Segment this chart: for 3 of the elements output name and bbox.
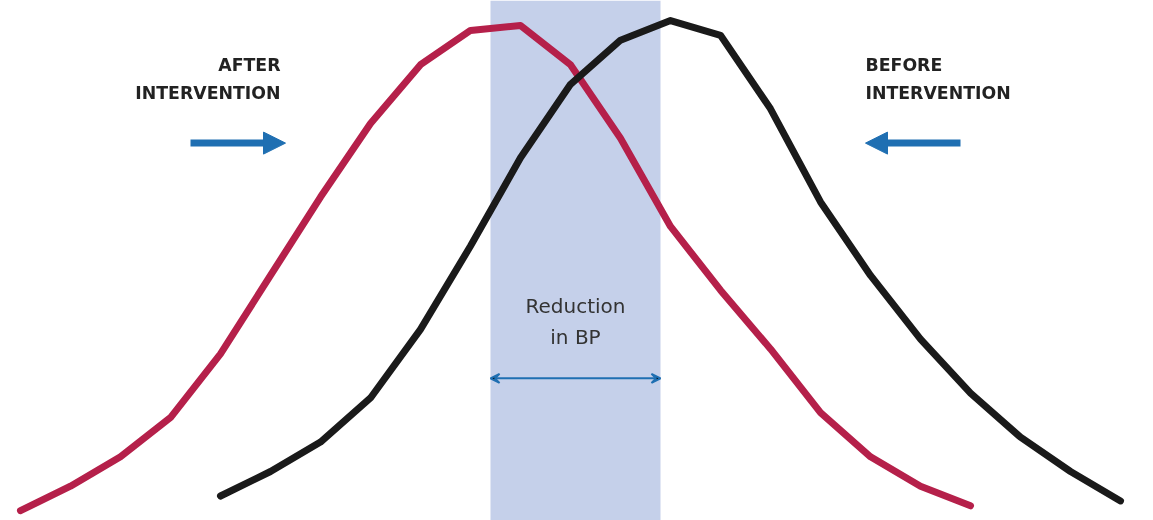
annotation: Reduction in BP: [525, 293, 626, 349]
annotation: BEFORE INTERVENTION: [865, 54, 1011, 103]
annotation: AFTER INTERVENTION: [135, 54, 281, 103]
